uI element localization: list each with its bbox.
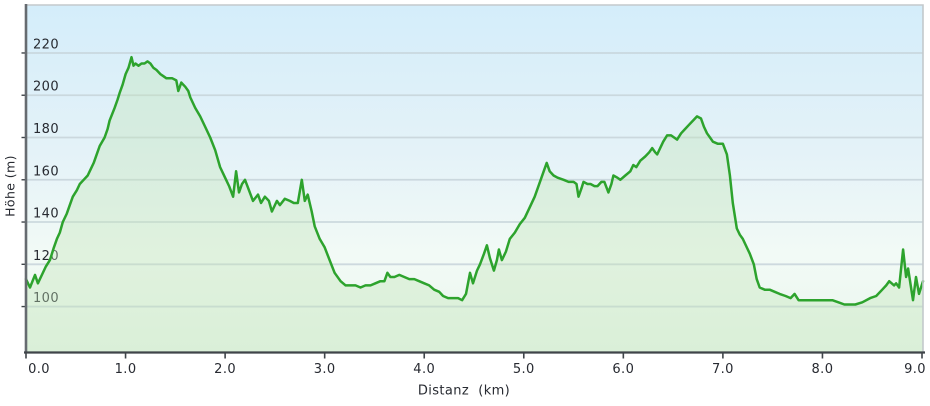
x-tick-label: 7.0	[712, 362, 734, 377]
y-tick-label: 180	[33, 122, 59, 137]
elevation-line	[24, 55, 925, 306]
x-axis-title: Distanz (km)	[417, 383, 511, 399]
x-tick-label: 1.0	[115, 362, 137, 377]
plot-background	[26, 5, 923, 352]
x-tick-label: 5.0	[513, 362, 535, 377]
x-tick-label: 8.0	[812, 362, 834, 377]
x-tick-label: 4.0	[413, 362, 435, 377]
y-axis-title: Höhe (m)	[2, 155, 18, 217]
y-tick-label: 220	[33, 37, 59, 52]
x-tick-label: 6.0	[612, 362, 634, 377]
x-tick-label: 2.0	[214, 362, 236, 377]
y-tick-label: 140	[33, 207, 59, 222]
x-tick-label: 3.0	[314, 362, 336, 377]
x-tick-label: 0.0	[28, 362, 50, 377]
plot-border	[26, 4, 924, 352]
y-tick-label: 100	[33, 291, 59, 306]
elevation-area	[26, 57, 923, 352]
y-tick-label: 200	[33, 80, 59, 95]
y-tick-label: 160	[33, 164, 59, 179]
x-tick-label: 9.0	[904, 362, 926, 377]
